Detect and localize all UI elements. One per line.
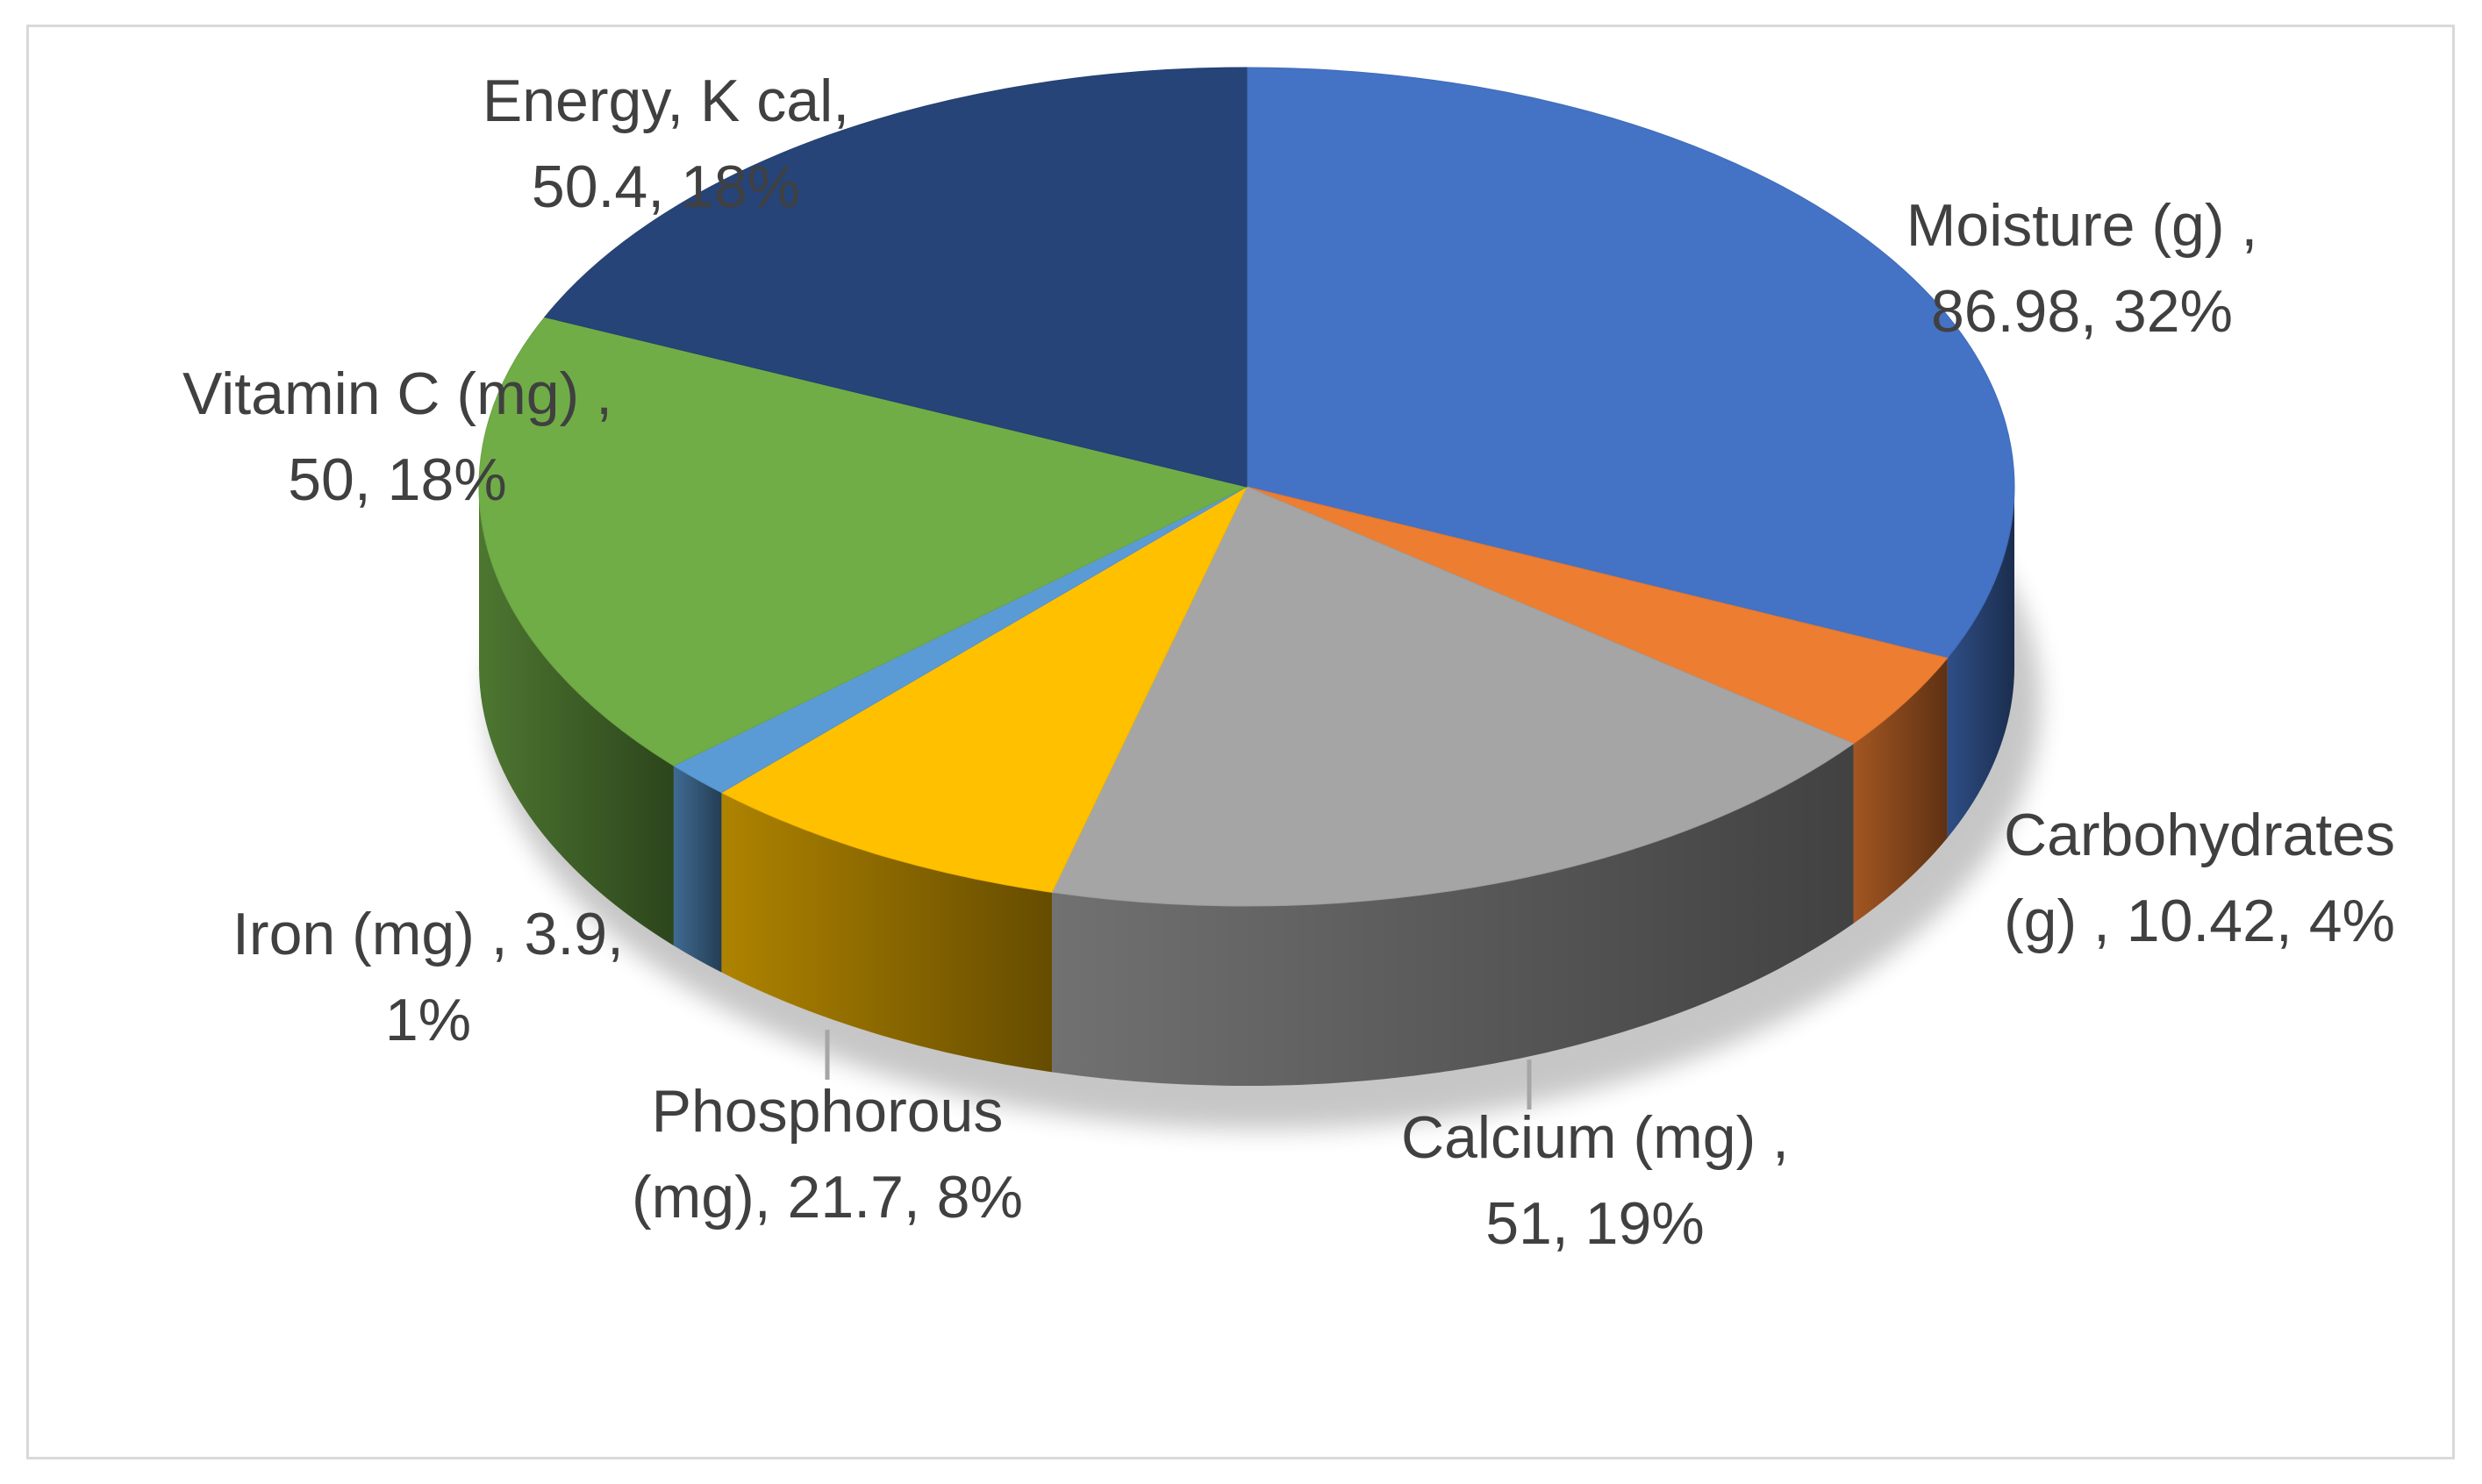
- pie-side-shading-phosphorous-mg: [721, 792, 1053, 1073]
- pie-slice-vitamin-c-mg: [478, 316, 1248, 767]
- data-label-carbohydrates-g-line2: (g) , 10.42, 4%: [2004, 888, 2395, 954]
- pie-slice-moisture-g: [1246, 67, 2015, 659]
- leader-lines: [825, 1030, 1532, 1109]
- data-label-carbohydrates-g-line1: Carbohydrates: [2004, 802, 2395, 868]
- pie-side-shading-vitamin-c-mg: [479, 487, 674, 946]
- data-label-vitamin-c-mg-line1: Vitamin C (mg) ,: [182, 360, 612, 427]
- pie-side-shading-carbohydrates-g: [1853, 658, 1948, 924]
- data-label-vitamin-c-mg-line2: 50, 18%: [288, 446, 507, 513]
- data-label-phosphorous-mg-line2: (mg), 21.7, 8%: [632, 1164, 1023, 1231]
- data-label-phosphorous-mg-line1: Phosphorous: [652, 1078, 1004, 1145]
- pie-slice-calcium-mg: [1051, 486, 1855, 907]
- pie-side-shading-iron-mg: [673, 766, 722, 973]
- data-label-moisture-g-line1: Moisture (g) ,: [1906, 192, 2258, 259]
- pie-side-shading-calcium-mg: [1052, 743, 1854, 1086]
- data-label-iron-mg-line1: Iron (mg) , 3.9,: [232, 901, 624, 967]
- data-label-energy-k-cal-line2: 50.4, 18%: [532, 153, 800, 220]
- pie-top: [478, 67, 2015, 907]
- pie-slice-carbohydrates-g: [1246, 486, 1949, 745]
- data-label-calcium-mg-line1: Calcium (mg) ,: [1401, 1104, 1789, 1171]
- pie-slice-energy-k-cal: [544, 67, 1248, 488]
- data-labels: Moisture (g) , 86.98, 32% Carbohydrates (g)…: [182, 68, 2395, 1257]
- pie-slice-phosphorous-mg: [720, 485, 1248, 893]
- data-label-energy-k-cal-line1: Energy, K cal,: [483, 68, 849, 134]
- data-label-iron-mg-line2: 1%: [385, 987, 471, 1053]
- data-label-moisture-g-line2: 86.98, 32%: [1931, 278, 2233, 345]
- pie-sides: [479, 487, 2014, 1086]
- data-label-calcium-mg-line2: 51, 19%: [1485, 1190, 1705, 1257]
